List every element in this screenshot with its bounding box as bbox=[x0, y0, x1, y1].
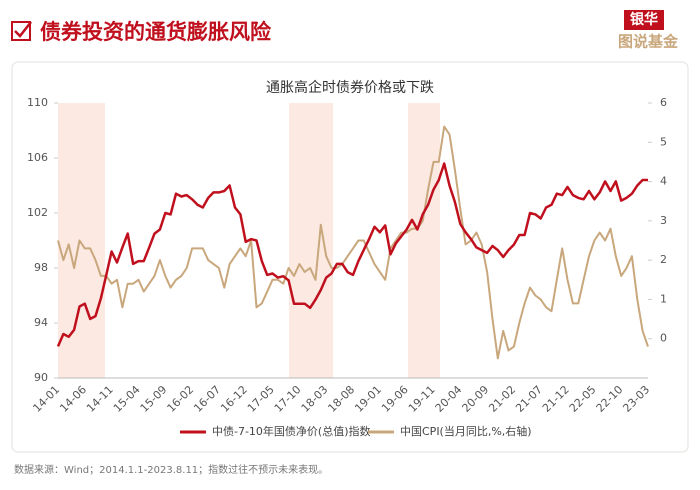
y2-tick-label: 3 bbox=[660, 214, 667, 227]
y2-tick-label: 0 bbox=[660, 332, 667, 345]
logo-top: 银华 bbox=[630, 11, 658, 28]
y-tick-label: 98 bbox=[34, 261, 48, 274]
legend-label: 中国CPI(当月同比,%,右轴) bbox=[400, 424, 532, 438]
y-tick-label: 94 bbox=[34, 316, 48, 329]
title-check bbox=[14, 21, 32, 38]
y-tick-label: 102 bbox=[27, 206, 48, 219]
series-line bbox=[57, 125, 649, 360]
logo-bottom: 图说基金 bbox=[618, 33, 679, 51]
y-tick-label: 90 bbox=[34, 371, 48, 384]
chart-title: 通胀高企时债券价格或下跌 bbox=[266, 79, 434, 96]
shaded-period bbox=[289, 103, 333, 378]
series-line bbox=[56, 162, 648, 347]
y2-tick-label: 2 bbox=[660, 253, 667, 266]
shaded-period bbox=[408, 103, 440, 378]
y-tick-label: 106 bbox=[27, 151, 48, 164]
shaded-period bbox=[58, 103, 105, 378]
y-tick-label: 110 bbox=[27, 96, 48, 109]
y2-tick-label: 5 bbox=[660, 135, 667, 148]
y2-tick-label: 6 bbox=[660, 96, 667, 109]
chart-panel bbox=[11, 61, 689, 453]
page-title: 债券投资的通货膨胀风险 bbox=[40, 20, 272, 44]
y2-tick-label: 1 bbox=[660, 292, 667, 305]
legend-label: 中债-7-10年国债净价(总值)指数 bbox=[212, 424, 371, 438]
y2-tick-label: 4 bbox=[660, 175, 667, 188]
title-icon bbox=[11, 21, 31, 41]
source-note: 数据来源：Wind；2014.1.1-2023.8.11；指数过往不预示未来表现… bbox=[14, 463, 328, 476]
logo-box bbox=[624, 10, 664, 30]
